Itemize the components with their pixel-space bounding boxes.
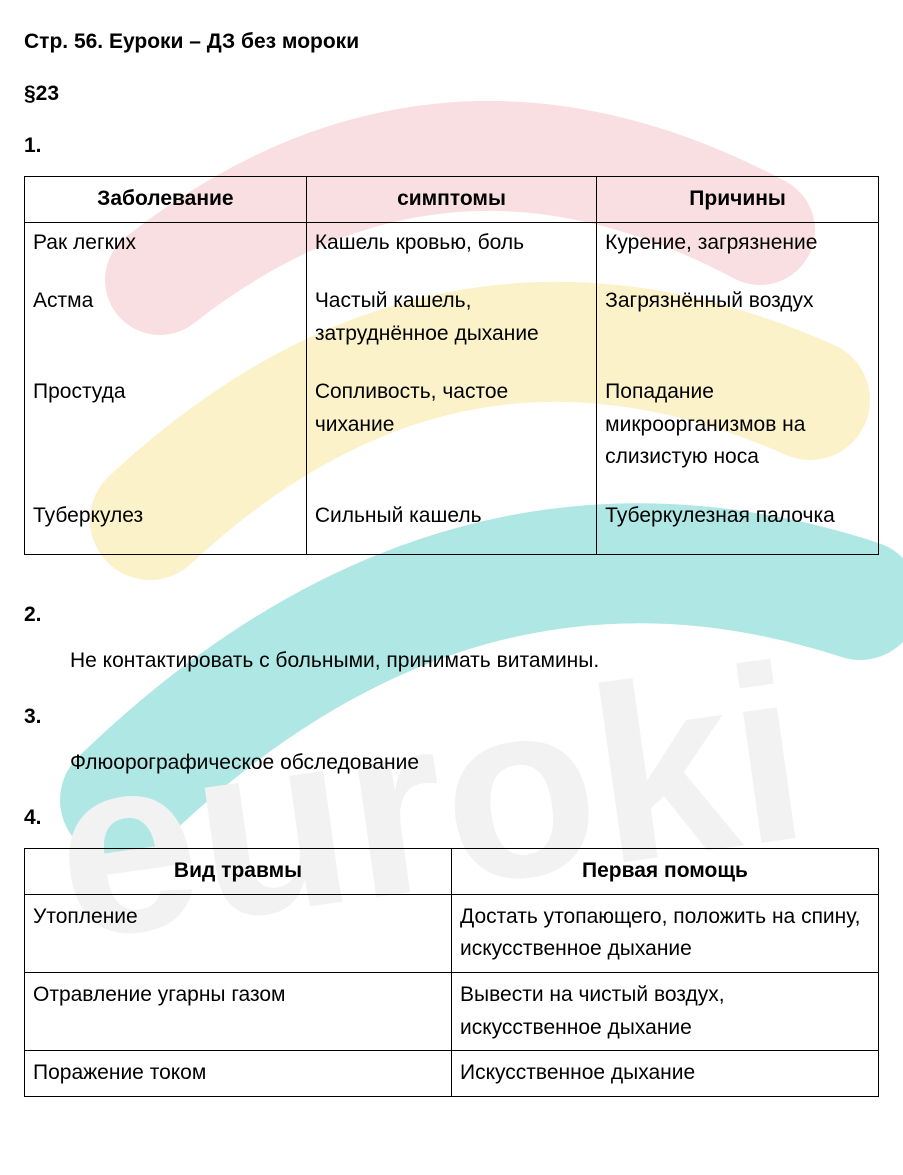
table-row: Утопление Достать утопающего, положить н… — [25, 894, 879, 972]
answer-3-text: Флюорографическое обследование — [70, 747, 879, 779]
cell: Курение, загрязнение — [597, 222, 879, 281]
cell: Поражение током — [25, 1051, 452, 1097]
cell: Искусственное дыхание — [452, 1051, 879, 1097]
cell: Попадание микроорганизмов на слизистую н… — [597, 372, 879, 496]
page-title: Стр. 56. Еуроки – ДЗ без мороки — [24, 30, 879, 54]
cell: Утопление — [25, 894, 452, 972]
table-row: Поражение током Искусственное дыхание — [25, 1051, 879, 1097]
table-injuries: Вид травмы Первая помощь Утопление Доста… — [24, 848, 879, 1096]
col-causes: Причины — [597, 177, 879, 223]
cell: Загрязнённый воздух — [597, 281, 879, 372]
cell: Вывести на чистый воздух, искусственное … — [452, 973, 879, 1051]
item-2-num: 2. — [24, 603, 879, 627]
cell: Рак легких — [25, 222, 307, 281]
cell: Достать утопающего, положить на спину, и… — [452, 894, 879, 972]
answer-2-text: Не контактировать с больными, принимать … — [70, 645, 879, 677]
section-label: §23 — [24, 82, 879, 106]
cell: Туберкулезная палочка — [597, 496, 879, 555]
cell: Кашель кровью, боль — [306, 222, 596, 281]
table-row: Туберкулез Сильный кашель Туберкулезная … — [25, 496, 879, 555]
cell: Туберкулез — [25, 496, 307, 555]
cell: Частый кашель, затруднённое дыхание — [306, 281, 596, 372]
table-row: Простуда Сопливость, частое чихание Попа… — [25, 372, 879, 496]
col-injury-type: Вид травмы — [25, 849, 452, 895]
cell: Сопливость, частое чихание — [306, 372, 596, 496]
item-3-num: 3. — [24, 705, 879, 729]
item-4-num: 4. — [24, 806, 879, 830]
col-symptoms: симптомы — [306, 177, 596, 223]
table-header-row: Заболевание симптомы Причины — [25, 177, 879, 223]
cell: Сильный кашель — [306, 496, 596, 555]
item-1-num: 1. — [24, 134, 879, 158]
table-diseases: Заболевание симптомы Причины Рак легких … — [24, 176, 879, 555]
table-row: Астма Частый кашель, затруднённое дыхани… — [25, 281, 879, 372]
cell: Отравление угарны газом — [25, 973, 452, 1051]
table-row: Рак легких Кашель кровью, боль Курение, … — [25, 222, 879, 281]
table-header-row: Вид травмы Первая помощь — [25, 849, 879, 895]
col-disease: Заболевание — [25, 177, 307, 223]
cell: Простуда — [25, 372, 307, 496]
cell: Астма — [25, 281, 307, 372]
col-first-aid: Первая помощь — [452, 849, 879, 895]
table-row: Отравление угарны газом Вывести на чисты… — [25, 973, 879, 1051]
